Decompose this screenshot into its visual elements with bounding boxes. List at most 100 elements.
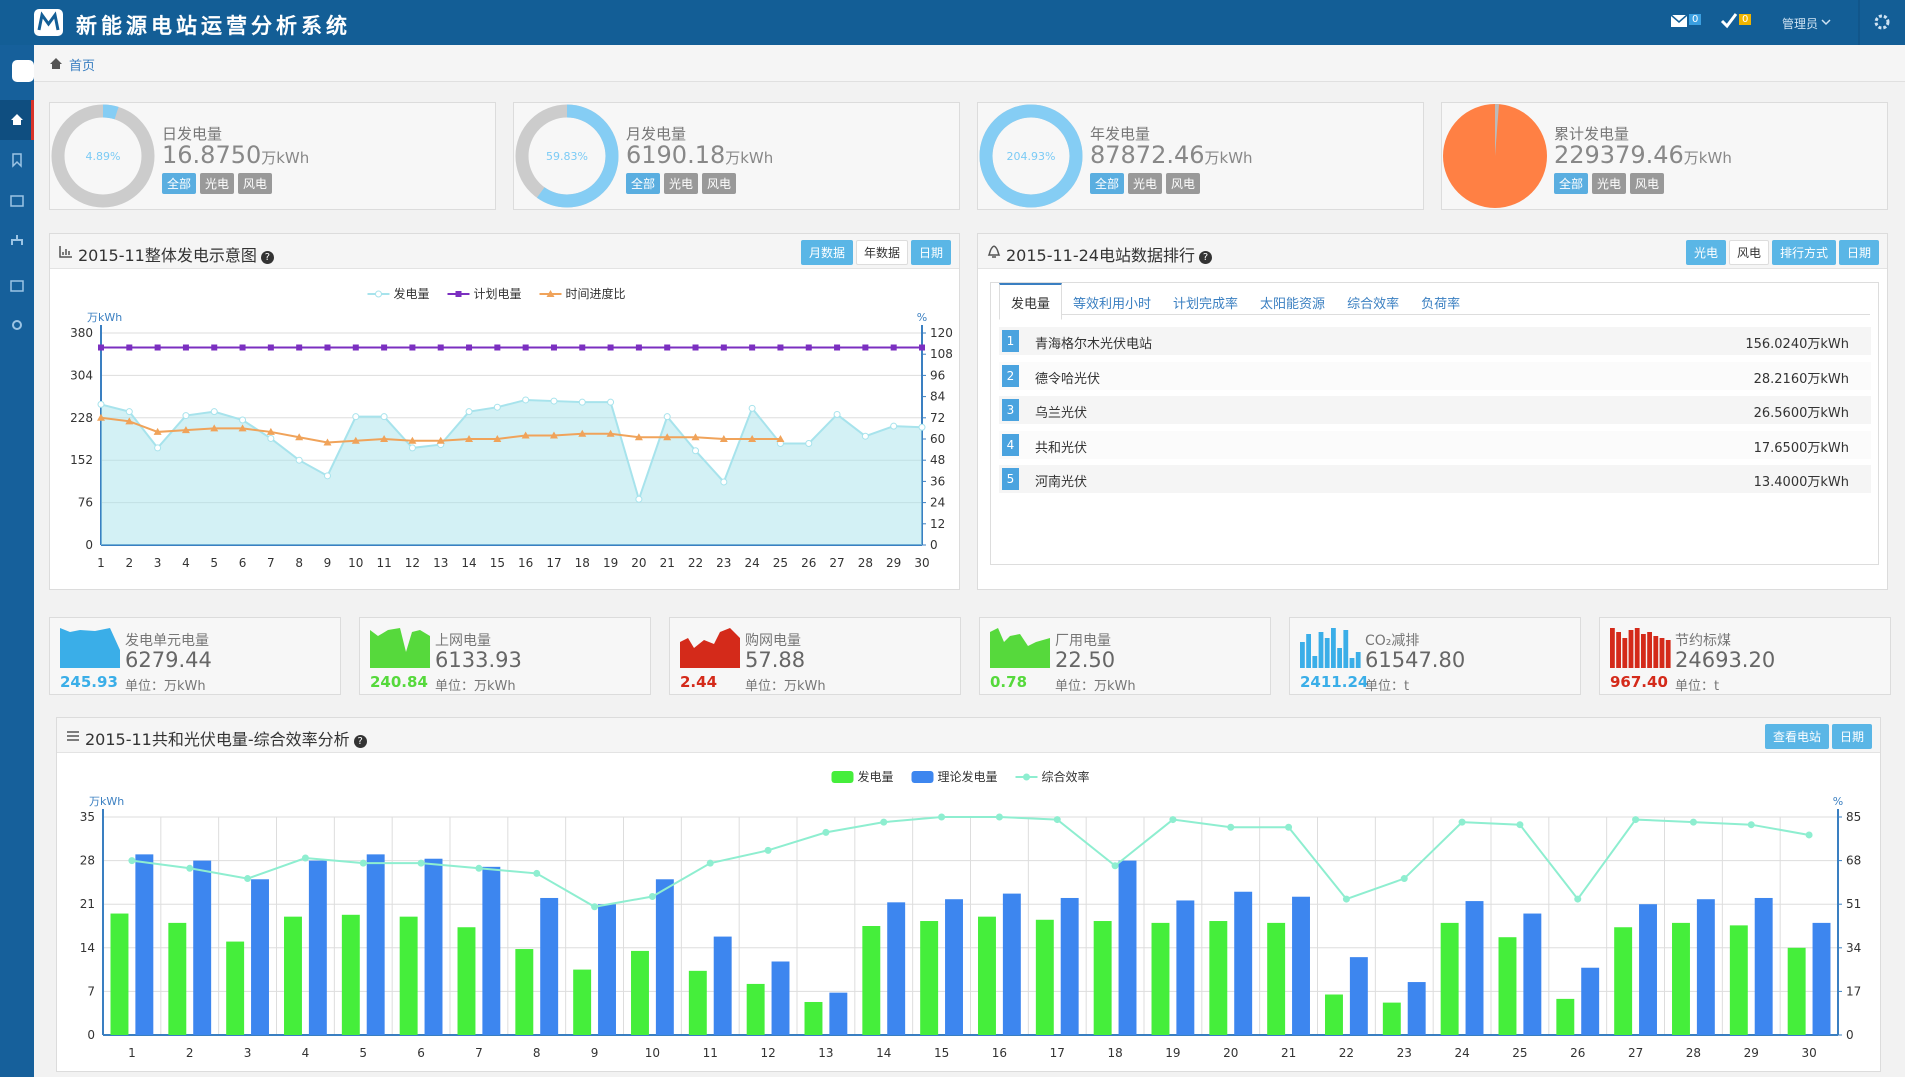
- marker: [648, 893, 656, 901]
- marker: [550, 344, 557, 351]
- marker: [805, 344, 812, 351]
- tag[interactable]: 风电: [1630, 173, 1665, 194]
- badge: 0: [1689, 14, 1702, 25]
- tag[interactable]: 光电: [200, 173, 235, 194]
- bookmark-icon[interactable]: [12, 153, 22, 168]
- bar: [1729, 925, 1748, 1035]
- tab[interactable]: 等效利用小时: [1073, 297, 1152, 312]
- bar: [631, 950, 649, 1035]
- home-icon[interactable]: [11, 114, 23, 125]
- active-marker: [31, 100, 34, 140]
- map-icon[interactable]: [12, 320, 22, 330]
- tag[interactable]: 光电: [1128, 173, 1163, 194]
- gear-icon[interactable]: [1874, 14, 1890, 30]
- help-icon[interactable]: ?: [260, 251, 274, 264]
- marker: [1169, 816, 1177, 824]
- tab[interactable]: 计划完成率: [1173, 297, 1239, 312]
- panel-button[interactable]: 日期: [910, 240, 951, 265]
- bar: [887, 902, 906, 1035]
- x-tick-label: 15: [490, 556, 505, 570]
- panel-button[interactable]: 月数据: [800, 240, 853, 265]
- marker: [436, 436, 445, 444]
- tag[interactable]: 风电: [702, 173, 737, 194]
- logo-mark: [37, 11, 60, 31]
- metric-card: CO₂减排 61547.80 2411.24 单位：t: [1289, 617, 1581, 695]
- marker: [692, 344, 699, 351]
- panel-button[interactable]: 年数据: [855, 240, 908, 265]
- spark-bar: [1312, 656, 1318, 668]
- x-tick-label: 30: [914, 556, 929, 570]
- tab[interactable]: 太阳能资源: [1260, 297, 1326, 312]
- tag[interactable]: 全部: [1090, 173, 1125, 194]
- tag[interactable]: 全部: [162, 173, 197, 194]
- marker: [720, 344, 727, 351]
- spark-bar: [1659, 638, 1665, 668]
- marker: [522, 344, 529, 351]
- tab[interactable]: 发电量: [999, 283, 1063, 320]
- summary-title: 累计发电量: [1554, 125, 1630, 143]
- legend-marker: [1023, 773, 1030, 781]
- tag[interactable]: 全部: [1554, 173, 1589, 194]
- search-box[interactable]: [12, 60, 34, 82]
- marker: [210, 408, 218, 416]
- tag[interactable]: 风电: [238, 173, 273, 194]
- metric-value: 24693.20: [1675, 648, 1776, 672]
- table-icon[interactable]: [10, 195, 24, 207]
- help-icon[interactable]: ?: [353, 735, 367, 748]
- summary-card: 59.83% 月发电量 6190.18万kWh 全部 光电 风电: [513, 102, 960, 210]
- spark-bar: [1622, 638, 1628, 668]
- tree-icon[interactable]: [11, 235, 23, 245]
- sidebar-icons: [0, 60, 34, 330]
- panel-button[interactable]: 风电: [1728, 240, 1769, 265]
- marker: [591, 903, 599, 911]
- help-icon[interactable]: ?: [1199, 251, 1212, 264]
- marker: [323, 438, 332, 446]
- metric-sub: 245.93: [60, 673, 118, 691]
- ranking-row: 3 乌兰光伏 26.5600万kWh: [999, 396, 1871, 424]
- icon-glyph: [67, 731, 79, 741]
- marker: [634, 433, 643, 441]
- marker: [776, 435, 785, 442]
- panel-button[interactable]: 日期: [1831, 724, 1872, 749]
- chart-icon[interactable]: [10, 280, 24, 292]
- bar: [829, 992, 848, 1035]
- marker: [154, 344, 161, 351]
- check-icon[interactable]: [1720, 13, 1738, 29]
- marker: [579, 344, 586, 351]
- panel-button[interactable]: 排行方式: [1771, 240, 1836, 265]
- marker: [239, 344, 246, 351]
- tag[interactable]: 光电: [1592, 173, 1627, 194]
- marker: [862, 344, 869, 351]
- panel-button[interactable]: 光电: [1685, 240, 1726, 265]
- panel-button[interactable]: 查看电站: [1764, 724, 1829, 749]
- tab[interactable]: 负荷率: [1421, 297, 1461, 312]
- metric-card: 上网电量 6133.93 240.84 单位：万kWh: [359, 617, 651, 695]
- bar: [688, 970, 707, 1035]
- metric-card: 发电单元电量 6279.44 245.93 单位：万kWh: [49, 617, 341, 695]
- panel-button[interactable]: 日期: [1838, 240, 1879, 265]
- y-tick-label: 28: [80, 854, 95, 868]
- x-tick-label: 24: [744, 556, 759, 570]
- home-glyph: [50, 58, 62, 69]
- marker: [749, 344, 756, 351]
- tag[interactable]: 光电: [664, 173, 699, 194]
- tag[interactable]: 全部: [626, 173, 661, 194]
- marker: [861, 432, 869, 440]
- legend-label: 理论发电量: [938, 769, 998, 784]
- x-tick-label: 26: [801, 556, 816, 570]
- metric-title: 厂用电量: [1055, 633, 1111, 649]
- bar: [1614, 927, 1633, 1035]
- user-menu[interactable]: 管理员: [1782, 17, 1819, 31]
- icon-glyph: [987, 245, 1001, 258]
- tag[interactable]: 风电: [1166, 173, 1201, 194]
- metric-sub: 0.78: [990, 673, 1028, 691]
- marker: [692, 447, 700, 455]
- pie-slice: [1495, 104, 1499, 156]
- marker: [1458, 818, 1466, 826]
- breadcrumb[interactable]: 首页: [69, 59, 96, 74]
- marker: [97, 413, 105, 421]
- x-tick-label: 9: [324, 556, 332, 570]
- breadcrumb-bar: 首页: [34, 45, 1905, 82]
- tab[interactable]: 综合效率: [1347, 297, 1400, 312]
- header-icons: [34, 0, 1890, 45]
